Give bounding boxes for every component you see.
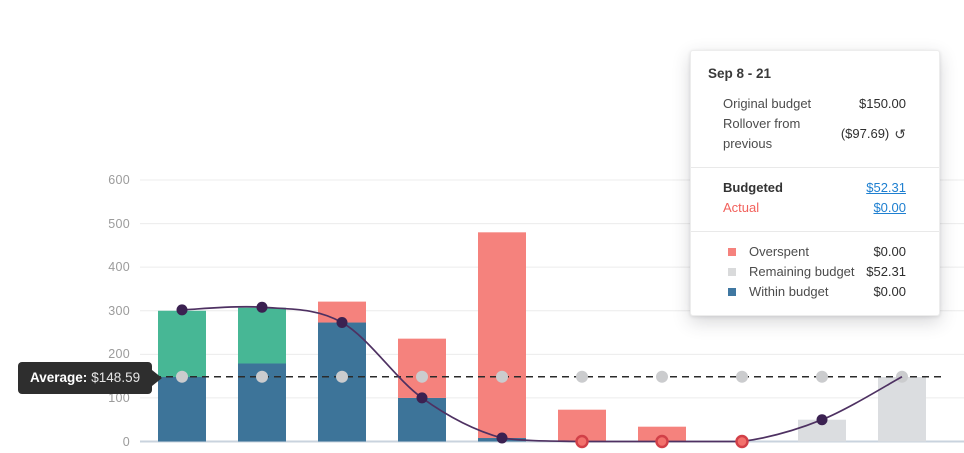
rollover-row: Rollover from previous ($97.69) ↺	[723, 114, 906, 154]
bar-segment-within_budget[interactable]	[398, 397, 446, 442]
legend-row-overspent: Overspent $0.00	[723, 242, 906, 262]
period-spend-dot[interactable]	[496, 432, 508, 444]
bar-segment-teal_surplus[interactable]	[158, 310, 206, 378]
overspent-label: Overspent	[749, 244, 809, 259]
overspent-swatch-icon	[728, 248, 736, 256]
period-spend-dot-zero[interactable]	[735, 434, 749, 449]
y-axis-tick-label: 200	[108, 347, 130, 362]
period-spend-dot-zero[interactable]	[575, 434, 589, 449]
y-axis-tick-label: 400	[108, 260, 130, 275]
overspent-value: $0.00	[873, 244, 906, 259]
period-spend-dot-zero[interactable]	[655, 434, 669, 449]
rollover-undo-icon[interactable]: ↺	[894, 126, 906, 142]
average-marker-dot[interactable]	[256, 370, 268, 383]
budgeted-amount-link[interactable]: $52.31	[866, 180, 906, 195]
actual-row: Actual $0.00	[723, 198, 906, 218]
average-marker-dot[interactable]	[336, 370, 348, 383]
spend-trend-line	[181, 305, 903, 443]
average-marker-dot[interactable]	[816, 370, 828, 383]
tooltip-divider	[691, 231, 939, 232]
tooltip-divider	[691, 167, 939, 168]
y-axis-tick-label: 600	[108, 173, 130, 188]
y-axis-tick-label: 300	[108, 303, 130, 318]
within-budget-value: $0.00	[873, 284, 906, 299]
period-spend-dot[interactable]	[416, 392, 428, 404]
original-budget-label: Original budget	[723, 96, 812, 111]
original-budget-value: $150.00	[859, 96, 906, 111]
remaining-budget-label: Remaining budget	[749, 264, 855, 279]
bar-segment-within_budget[interactable]	[158, 377, 206, 442]
legend-row-within: Within budget $0.00	[723, 282, 906, 302]
within-budget-swatch-icon	[728, 288, 736, 296]
remaining-budget-swatch-icon	[728, 268, 736, 276]
average-marker-dot[interactable]	[496, 370, 508, 383]
average-label: Average: $148.59	[18, 362, 163, 394]
average-caret-icon	[152, 370, 163, 386]
rollover-value: ($97.69)	[840, 126, 890, 141]
tooltip-budget-breakdown: Original budget $150.00 Rollover from pr…	[691, 94, 939, 167]
period-spend-dot[interactable]	[336, 317, 348, 329]
rollover-label: Rollover from previous	[723, 116, 801, 151]
within-budget-label: Within budget	[749, 284, 829, 299]
actual-label: Actual	[723, 200, 760, 215]
period-spend-dot[interactable]	[816, 414, 828, 426]
legend-row-remaining: Remaining budget $52.31	[723, 262, 906, 282]
original-budget-row: Original budget $150.00	[723, 94, 906, 114]
remaining-budget-value: $52.31	[866, 264, 906, 279]
period-tooltip: Sep 8 - 21 Original budget $150.00 Rollo…	[690, 50, 940, 316]
actual-amount-link[interactable]: $0.00	[873, 200, 906, 215]
average-marker-dot[interactable]	[736, 370, 748, 383]
tooltip-totals: Budgeted $52.31 Actual $0.00	[691, 168, 939, 231]
budgeted-row: Budgeted $52.31	[723, 178, 906, 198]
average-label-text: Average:	[30, 370, 88, 385]
tooltip-period-title: Sep 8 - 21	[708, 66, 772, 81]
bar-segment-teal_surplus[interactable]	[238, 307, 286, 364]
tooltip-legend: Overspent $0.00 Remaining budget $52.31 …	[691, 232, 939, 315]
bar-segment-overspent[interactable]	[398, 338, 446, 398]
y-axis-tick-label: 100	[108, 390, 130, 405]
bar-segment-remaining[interactable]	[878, 377, 926, 442]
bar-segment-overspent[interactable]	[478, 232, 526, 439]
average-marker-dot[interactable]	[656, 370, 668, 383]
average-marker-dot[interactable]	[416, 370, 428, 383]
average-marker-dot[interactable]	[176, 370, 188, 383]
y-axis-tick-label: 500	[108, 216, 130, 231]
budgeted-label: Budgeted	[723, 180, 783, 195]
y-axis-tick-label: 0	[122, 434, 130, 449]
period-spend-dot[interactable]	[256, 301, 268, 313]
average-marker-dot[interactable]	[576, 370, 588, 383]
period-spend-dot[interactable]	[176, 304, 188, 316]
average-value: $148.59	[91, 370, 141, 385]
bar-segment-overspent[interactable]	[638, 426, 686, 442]
